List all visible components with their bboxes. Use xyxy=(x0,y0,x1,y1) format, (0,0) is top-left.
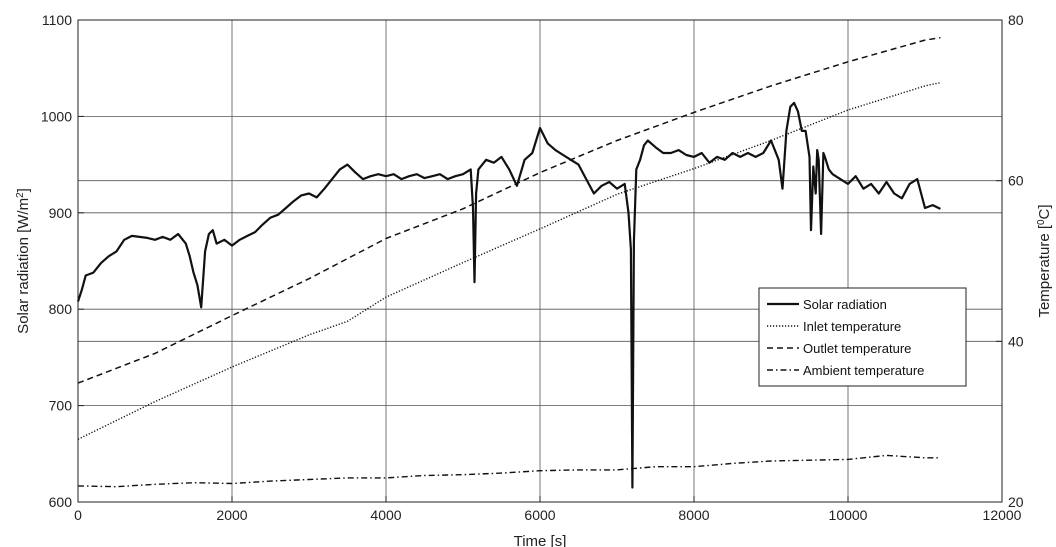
series-line-ambient-temperature xyxy=(77,454,941,488)
legend: Solar radiation Inlet temperature Outlet t… xyxy=(758,287,967,387)
y-left-tick-label: 600 xyxy=(49,494,73,510)
legend-entry-ambient-temperature: Ambient temperature xyxy=(803,363,924,378)
y-right-tick-label: 20 xyxy=(1008,494,1024,510)
series-group xyxy=(76,36,941,489)
x-tick-label: 4000 xyxy=(370,507,401,523)
legend-entry-outlet-temperature: Outlet temperature xyxy=(803,341,911,356)
series-line-inlet-temperature xyxy=(77,82,941,440)
y-right-tick-label: 80 xyxy=(1008,12,1024,28)
y-axis-left-label: Solar radiation [W/m2] xyxy=(15,188,33,334)
legend-entry-solar-radiation: Solar radiation xyxy=(803,297,887,312)
grid xyxy=(77,19,1003,503)
x-tick-label: 12000 xyxy=(983,507,1022,523)
series-line-solar-radiation xyxy=(76,101,941,489)
y-left-tick-label: 800 xyxy=(49,301,73,317)
x-tick-label: 0 xyxy=(74,507,82,523)
y-left-tick-label: 700 xyxy=(49,398,73,414)
y-left-tick-label: 1000 xyxy=(41,108,72,124)
y-left-tick-label: 900 xyxy=(49,205,73,221)
series-line-outlet-temperature xyxy=(77,36,941,384)
legend-entry-inlet-temperature: Inlet temperature xyxy=(803,319,901,334)
y-right-tick-label: 40 xyxy=(1008,333,1024,349)
x-tick-label: 6000 xyxy=(524,507,555,523)
x-tick-label: 2000 xyxy=(216,507,247,523)
x-tick-label: 8000 xyxy=(678,507,709,523)
y-left-tick-label: 1100 xyxy=(42,12,72,28)
x-axis-label: Time [s] xyxy=(514,533,567,547)
y-right-tick-label: 60 xyxy=(1008,173,1024,189)
x-tick-label: 10000 xyxy=(829,507,868,523)
y-axis-right-label: Temperature [0C] xyxy=(1036,204,1054,317)
ticks-group: 0 2000 4000 6000 8000 10000 12000 600 700 800 900 1… xyxy=(41,12,1024,523)
